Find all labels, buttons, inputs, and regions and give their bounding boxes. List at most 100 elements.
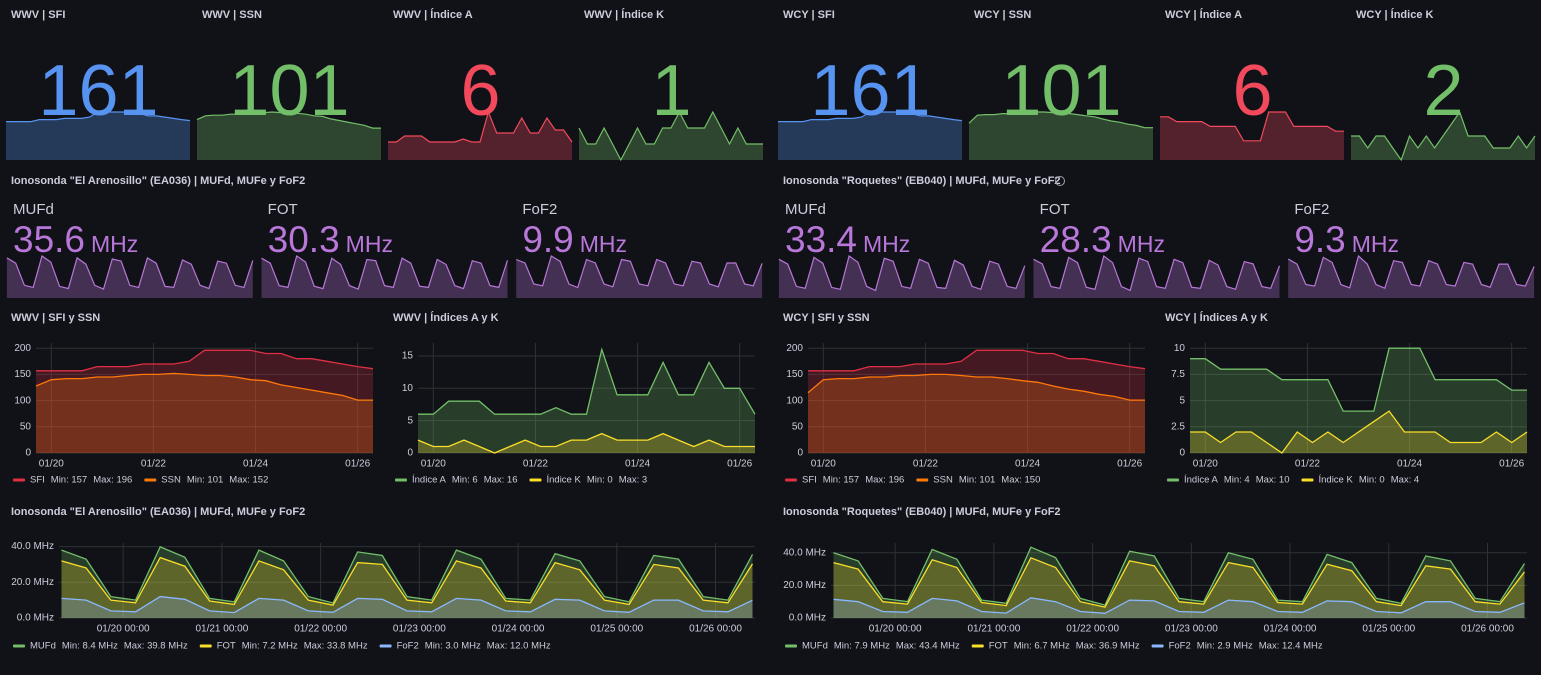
sparkline <box>515 255 763 289</box>
legend-label[interactable]: Índice K <box>1318 475 1353 486</box>
y-tick-label: 15 <box>402 351 414 362</box>
x-tick-label: 01/24 <box>243 459 268 470</box>
legend-label[interactable]: SSN <box>933 475 953 486</box>
sparkline-area <box>6 256 253 298</box>
x-tick-label: 01/20 00:00 <box>869 624 922 635</box>
y-tick-label: 50 <box>792 421 804 432</box>
legend-label[interactable]: MUFd <box>30 641 56 652</box>
x-tick-label: 01/22 <box>523 459 548 470</box>
series-area <box>833 547 1525 618</box>
sparkline <box>261 255 509 290</box>
sparkline <box>1351 110 1536 162</box>
legend-stat: Min: 101 <box>187 475 223 486</box>
stat-label: MUFd <box>13 201 54 218</box>
legend-stat: Min: 0 <box>587 475 613 486</box>
sparkline-area <box>197 112 381 160</box>
series-area <box>418 349 755 453</box>
series-line <box>61 595 753 614</box>
series-line <box>1190 347 1527 412</box>
panel-title: WWV | Índices A y K <box>393 311 499 324</box>
y-tick-label: 0.0 MHz <box>17 613 54 624</box>
sparkline-area <box>261 256 508 298</box>
panel-title: WCY | SSN <box>974 9 1031 21</box>
x-tick-label: 01/22 00:00 <box>294 624 347 635</box>
legend-swatch <box>1167 478 1179 482</box>
sparkline <box>578 110 763 162</box>
legend-swatch <box>199 644 212 648</box>
x-tick-label: 01/24 00:00 <box>492 624 545 635</box>
series-line <box>833 546 1526 606</box>
legend-stat: Min: 6.7 MHz <box>1014 641 1070 652</box>
legend-stat: Min: 4 <box>1224 475 1250 486</box>
x-tick-label: 01/26 00:00 <box>1461 624 1514 635</box>
x-tick-label: 01/24 <box>1015 459 1040 470</box>
sparkline-area <box>6 112 190 160</box>
sparkline <box>388 110 573 143</box>
stat-panel <box>776 3 963 163</box>
legend-swatch <box>144 478 157 482</box>
stat-value: 30.3 <box>268 219 340 260</box>
legend-label[interactable]: Índice A <box>412 475 446 486</box>
panel-title: WCY | Índice A <box>1165 8 1242 21</box>
legend-stat: Max: 39.8 MHz <box>124 641 188 652</box>
legend-stat: Min: 3.0 MHz <box>425 641 481 652</box>
y-tick-label: 40.0 MHz <box>783 547 826 558</box>
stat-label: FoF2 <box>1294 201 1329 218</box>
y-tick-label: 100 <box>14 395 31 406</box>
stat-unit: MHz <box>346 231 393 257</box>
x-tick-label: 01/20 <box>39 459 64 470</box>
legend-label[interactable]: FOT <box>217 641 236 652</box>
legend-label[interactable]: FoF2 <box>397 641 419 652</box>
sparkline-area <box>388 112 572 160</box>
series-line <box>61 556 754 606</box>
x-tick-label: 01/26 <box>1117 459 1142 470</box>
panel-title: WWV | SFI <box>11 9 65 21</box>
legend-stat: Max: 152 <box>229 475 268 486</box>
info-icon[interactable] <box>1055 176 1065 186</box>
panel-title: Ionosonda "El Arenosillo" (EA036) | MUFd… <box>11 175 305 187</box>
stat-value: 6 <box>460 51 500 131</box>
legend-swatch <box>971 644 984 648</box>
legend-label[interactable]: SFI <box>802 475 817 486</box>
legend-stat: Min: 101 <box>959 475 995 486</box>
series-line <box>807 373 1145 401</box>
series-line <box>36 349 374 372</box>
legend-label[interactable]: FOT <box>989 641 1008 652</box>
x-tick-label: 01/26 <box>727 459 752 470</box>
sparkline <box>778 255 1026 292</box>
x-tick-label: 01/26 <box>1499 459 1524 470</box>
y-tick-label: 5 <box>407 415 413 426</box>
panel-title: WWV | SFI y SSN <box>11 312 100 324</box>
legend-label[interactable]: Índice A <box>1184 475 1218 486</box>
legend-swatch <box>379 644 392 648</box>
y-tick-label: 10 <box>402 383 414 394</box>
stat-value: 2 <box>1423 51 1463 131</box>
sparkline-area <box>579 112 763 160</box>
series-area <box>61 557 753 618</box>
legend-stat: Min: 7.2 MHz <box>242 641 298 652</box>
x-tick-label: 01/20 <box>1193 459 1218 470</box>
series-line <box>61 546 754 604</box>
y-tick-label: 0 <box>407 448 413 459</box>
panel-title: Ionosonda "Roquetes" (EB040) | MUFd, MUF… <box>783 175 1061 187</box>
legend-label[interactable]: SSN <box>161 475 181 486</box>
panel-title: Ionosonda "El Arenosillo" (EA036) | MUFd… <box>11 506 305 518</box>
legend-swatch <box>529 478 542 482</box>
legend-stat: Max: 4 <box>1391 475 1420 486</box>
stat-panel <box>195 3 382 163</box>
legend-swatch <box>785 644 797 648</box>
legend-stat: Max: 3 <box>619 475 648 486</box>
legend-stat: Max: 196 <box>93 475 132 486</box>
stat-value: 6 <box>1232 51 1272 131</box>
legend-label[interactable]: FoF2 <box>1169 641 1191 652</box>
x-tick-label: 01/25 00:00 <box>590 624 643 635</box>
legend-label[interactable]: Índice K <box>546 475 581 486</box>
legend-label[interactable]: MUFd <box>802 641 828 652</box>
x-tick-label: 01/26 00:00 <box>689 624 742 635</box>
legend-label[interactable]: SFI <box>30 475 45 486</box>
x-tick-label: 01/24 <box>1397 459 1422 470</box>
x-tick-label: 01/22 <box>1295 459 1320 470</box>
legend-swatch <box>1301 478 1314 482</box>
stat-value: 101 <box>229 51 349 131</box>
